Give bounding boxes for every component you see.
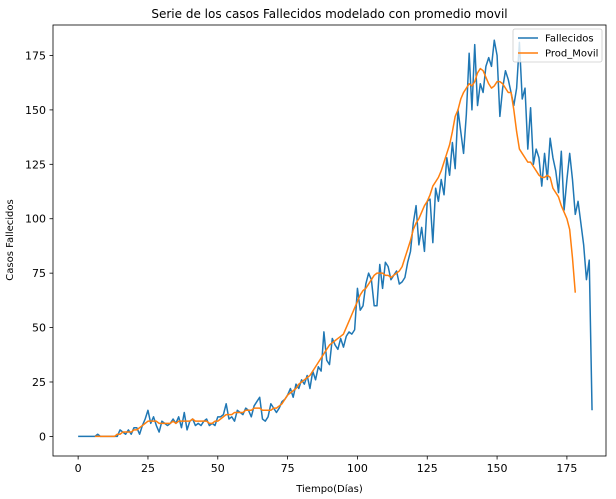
x-tick-label: 0 [75, 462, 82, 475]
series-line-1 [94, 67, 577, 438]
chart-title: Serie de los casos Fallecidos modelado c… [151, 7, 507, 21]
plot-frame [52, 24, 607, 457]
y-axis: 0 25 50 75 100 125 150 175 [25, 49, 53, 443]
x-tick-label: 50 [211, 462, 225, 475]
x-tick-label: 150 [487, 462, 508, 475]
y-tick-label: 50 [32, 322, 46, 335]
y-tick-label: 150 [25, 104, 46, 117]
y-tick-label: 0 [39, 430, 46, 443]
y-tick-label: 100 [25, 213, 46, 226]
series-line-0 [78, 39, 593, 438]
x-axis: 0 25 50 75 100 125 150 175 [75, 456, 577, 475]
legend-label-0: Fallecidos [545, 34, 594, 45]
x-tick-label: 100 [347, 462, 368, 475]
y-axis-label: Casos Fallecidos [5, 199, 16, 280]
x-tick-label: 125 [417, 462, 438, 475]
y-tick-label: 25 [32, 376, 46, 389]
legend: Fallecidos Prod_Movil [512, 28, 603, 63]
y-tick-label: 75 [32, 267, 46, 280]
x-tick-label: 75 [281, 462, 295, 475]
legend-label-1: Prod_Movil [545, 49, 598, 60]
x-axis-label: Tiempo(Días) [295, 483, 363, 495]
plot-area [52, 24, 607, 457]
x-tick-label: 175 [556, 462, 577, 475]
y-tick-label: 125 [25, 158, 46, 171]
y-tick-label: 175 [25, 49, 46, 62]
x-tick-label: 25 [141, 462, 155, 475]
